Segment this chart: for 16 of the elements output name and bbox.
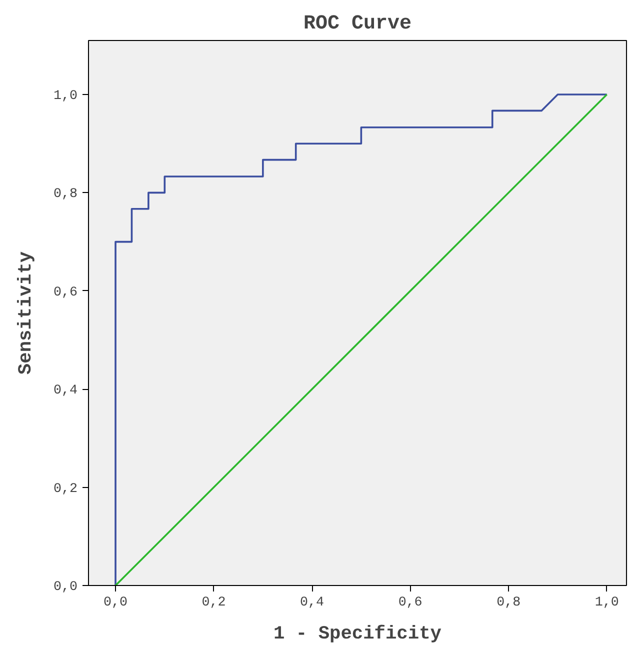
x-tick-label: 0,8 <box>496 596 521 610</box>
x-tick-label: 0,4 <box>300 596 324 610</box>
y-axis-title: Sensitivity <box>14 251 37 375</box>
x-tick-label: 0,6 <box>398 596 422 610</box>
line-series <box>114 94 608 586</box>
x-axis-title: 1 - Specificity <box>274 622 442 644</box>
x-tick-label: 0,0 <box>104 596 128 610</box>
y-tick-label: 0,6 <box>54 285 78 300</box>
y-tick-label: 1,0 <box>54 89 78 104</box>
x-tick-label: 0,2 <box>202 596 226 610</box>
y-tick-label: 0,2 <box>54 482 78 497</box>
y-tick-label: 0,0 <box>54 580 78 595</box>
chart-title: ROC Curve <box>303 12 412 36</box>
x-tick-label: 1,0 <box>594 596 619 610</box>
y-tick-label: 0,4 <box>54 384 78 399</box>
y-tick-label: 0,8 <box>54 187 78 202</box>
